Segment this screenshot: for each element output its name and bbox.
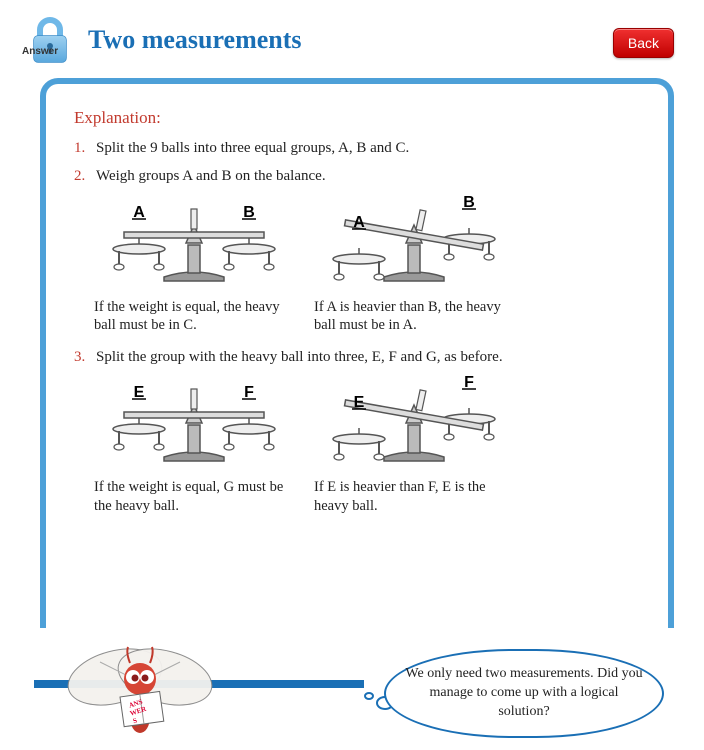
- step-2: 2. Weigh groups A and B on the balance.: [74, 166, 640, 186]
- lock-icon: Answer: [20, 10, 80, 70]
- captions-row-2: If the weight is equal, G must be the he…: [94, 478, 640, 516]
- step-number: 3.: [74, 347, 90, 367]
- steps-list-cont: 3. Split the group with the heavy ball i…: [74, 347, 640, 367]
- step-number: 2.: [74, 166, 90, 186]
- page-title: Two measurements: [88, 25, 302, 55]
- bug-character-icon: ANS WER S: [60, 627, 220, 742]
- answer-label: Answer: [22, 46, 58, 57]
- explanation-panel: Explanation: 1. Split the 9 balls into t…: [40, 78, 674, 668]
- explanation-heading: Explanation:: [74, 108, 640, 128]
- step-1: 1. Split the 9 balls into three equal gr…: [74, 138, 640, 158]
- balance-scale-tilted: EF: [314, 375, 514, 470]
- speech-bubble: We only need two measurements. Did you m…: [384, 649, 664, 738]
- speech-bubble-tail-icon: [364, 692, 374, 700]
- back-button[interactable]: Back: [613, 28, 674, 58]
- step-text: Split the 9 balls into three equal group…: [96, 138, 409, 158]
- balance-scale-equal: AB: [94, 195, 294, 290]
- balance-scale-tilted: AB: [314, 195, 514, 290]
- captions-row-1: If the weight is equal, the heavy ball m…: [94, 298, 640, 336]
- scales-row-2: EF EF: [94, 375, 640, 470]
- caption: If the weight is equal, the heavy ball m…: [94, 298, 294, 336]
- scales-row-1: AB AB: [94, 195, 640, 290]
- step-number: 1.: [74, 138, 90, 158]
- caption: If A is heavier than B, the heavy ball m…: [314, 298, 514, 336]
- balance-scale-equal: EF: [94, 375, 294, 470]
- step-text: Weigh groups A and B on the balance.: [96, 166, 326, 186]
- step-3: 3. Split the group with the heavy ball i…: [74, 347, 640, 367]
- step-text: Split the group with the heavy ball into…: [96, 347, 503, 367]
- caption: If E is heavier than F, E is the heavy b…: [314, 478, 514, 516]
- header: Answer Two measurements Back: [0, 0, 704, 70]
- steps-list: 1. Split the 9 balls into three equal gr…: [74, 138, 640, 187]
- caption: If the weight is equal, G must be the he…: [94, 478, 294, 516]
